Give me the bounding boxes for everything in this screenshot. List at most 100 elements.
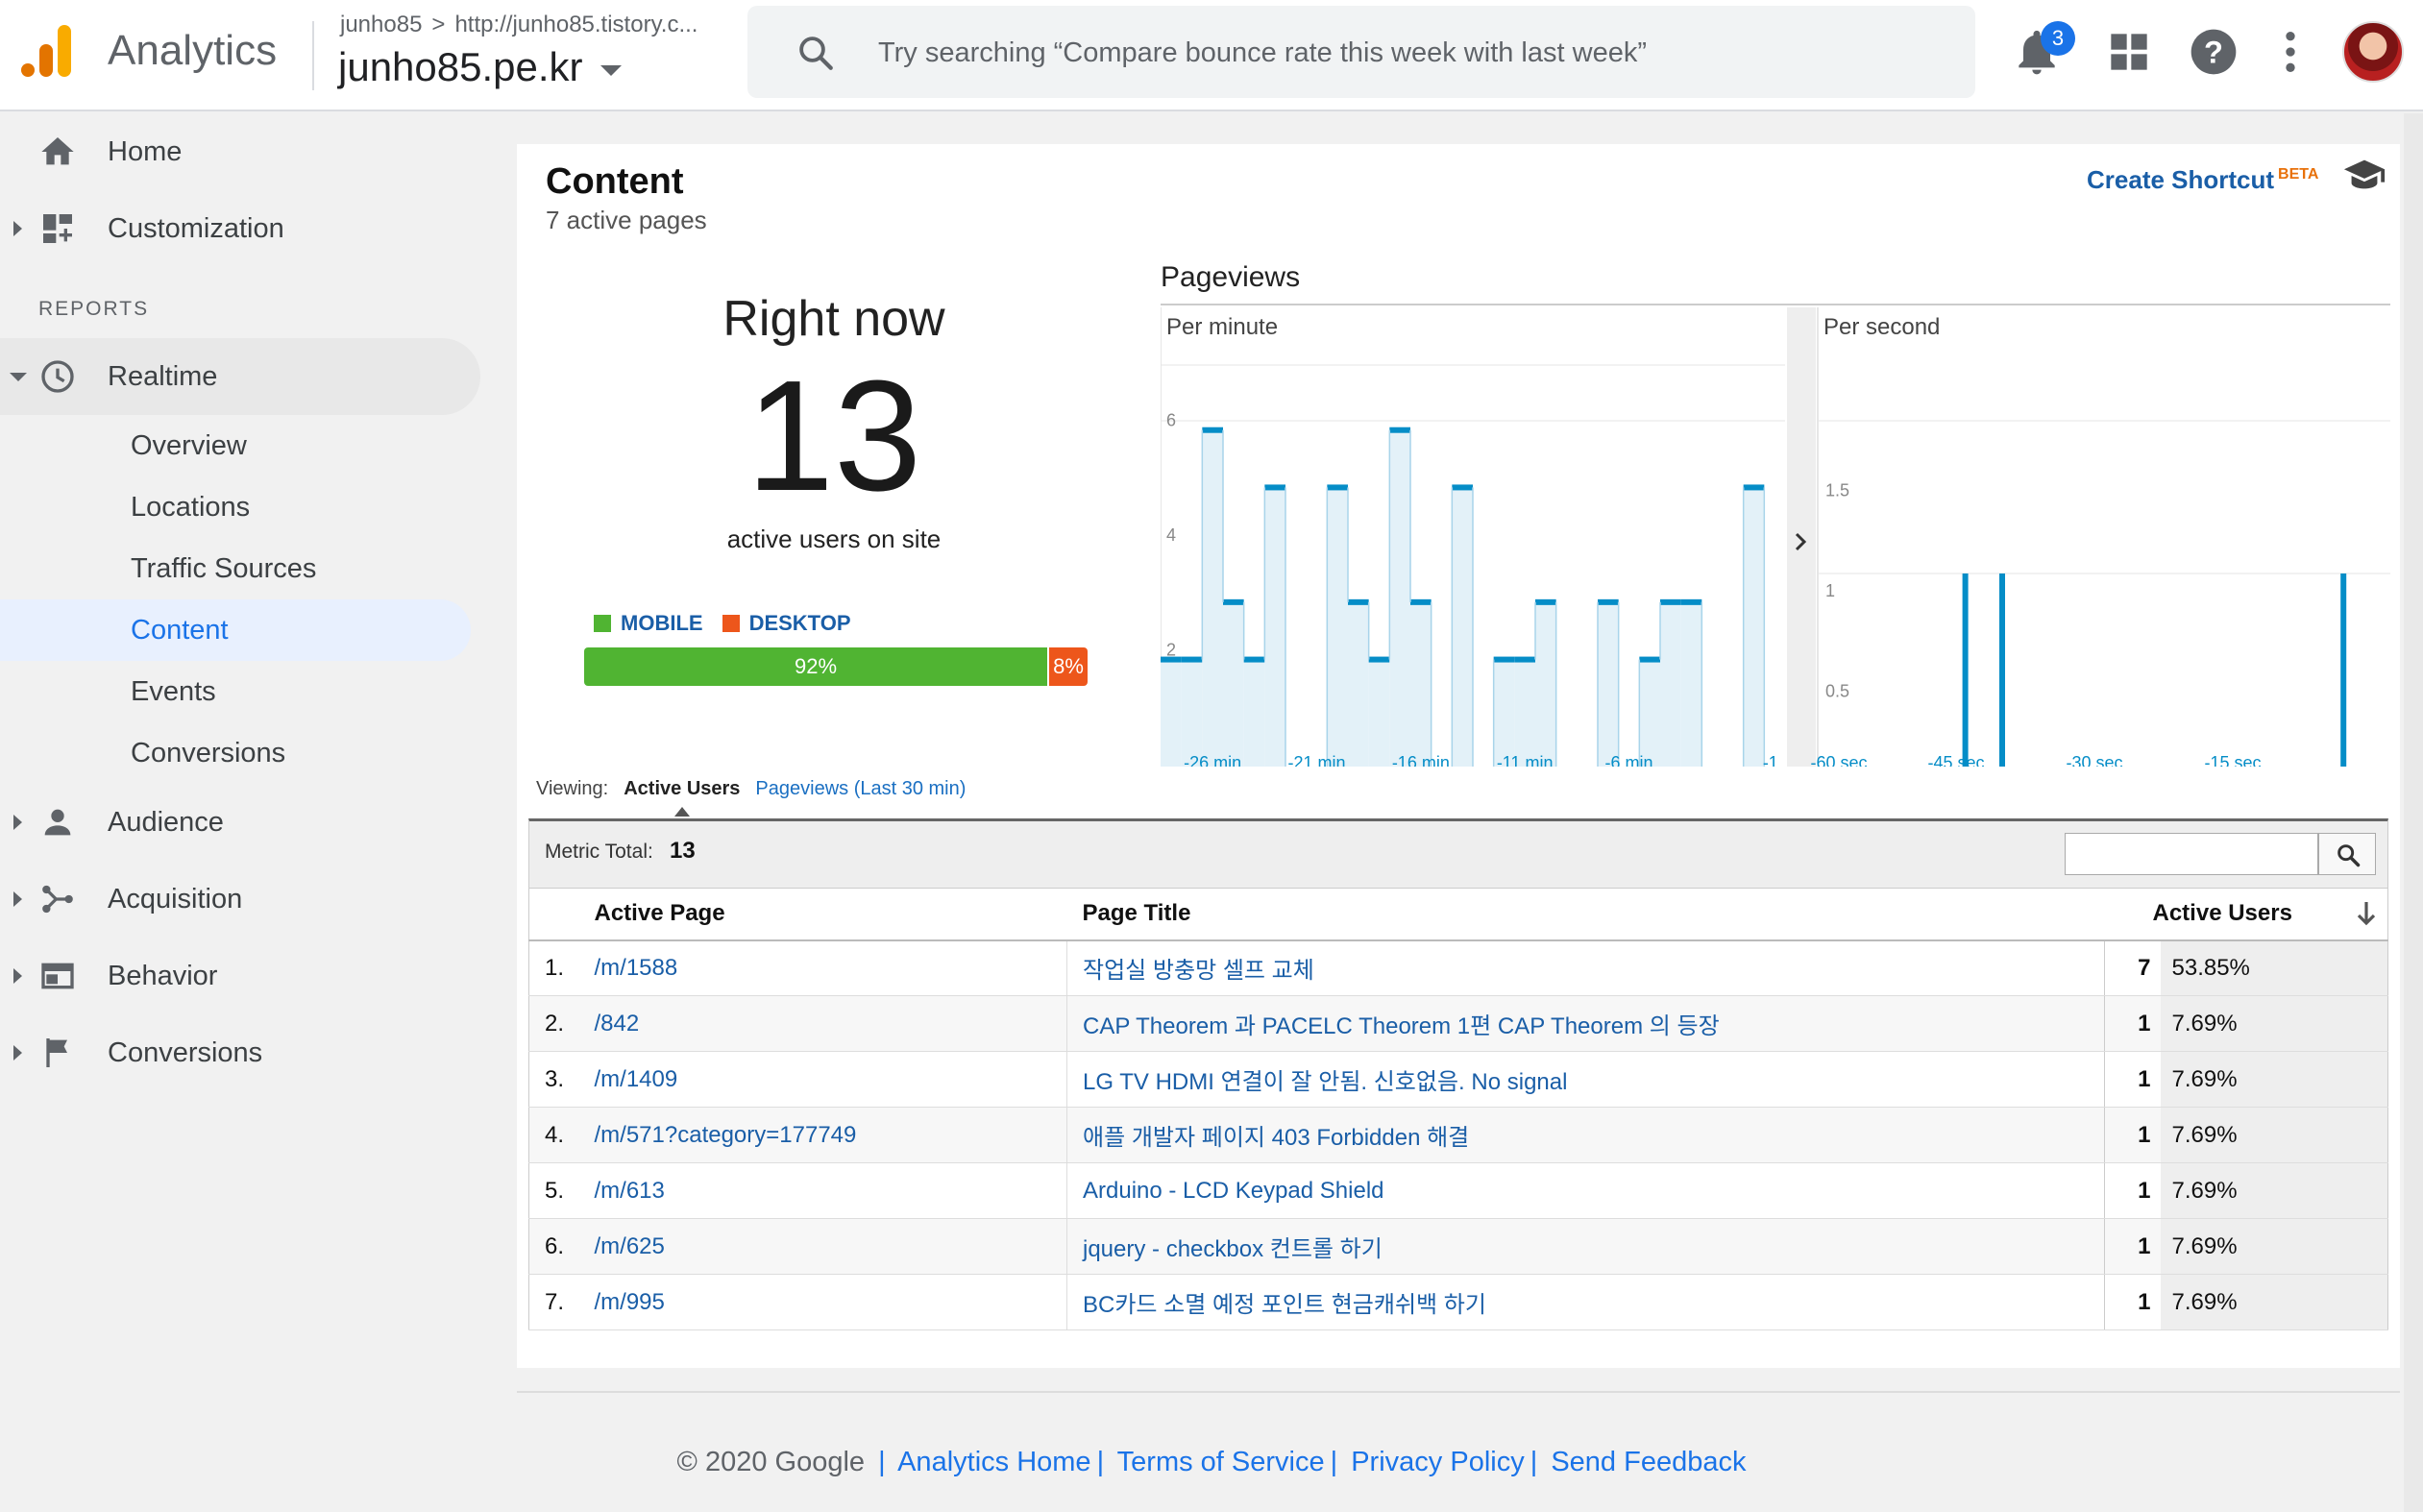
row-index: 1. [528, 939, 577, 996]
per-minute-bar-fill [1493, 659, 1515, 767]
expand-arrow-icon [13, 891, 22, 907]
sidebar-subitem-events[interactable]: Events [0, 661, 471, 722]
row-index: 7. [528, 1274, 577, 1330]
sidebar-subitem-traffic-sources[interactable]: Traffic Sources [0, 538, 471, 599]
create-shortcut-link[interactable]: Create Shortcut BETA [2087, 165, 2318, 195]
desktop-swatch [722, 615, 740, 632]
row-page-title-link[interactable]: 애플 개발자 페이지 403 Forbidden 해결 [1066, 1107, 2105, 1163]
chevron-right-icon [1795, 532, 1807, 551]
pageviews-chart-title: Pageviews [1161, 261, 1301, 293]
row-page-title-link[interactable]: LG TV HDMI 연결이 잘 안됨. 신호없음. No signal [1066, 1051, 2105, 1108]
breadcrumb[interactable]: junho85 > http://junho85.tistory.c... [340, 12, 698, 38]
footer-link-analytics-home[interactable]: Analytics Home [897, 1447, 1091, 1477]
sidebar-subitem-locations[interactable]: Locations [0, 476, 471, 538]
table-filter-input[interactable] [2065, 833, 2318, 875]
expand-arrow-icon [13, 221, 22, 236]
row-page-title-link[interactable]: jquery - checkbox 컨트롤 하기 [1066, 1218, 2105, 1275]
footer-link-terms[interactable]: Terms of Service [1116, 1447, 1325, 1477]
apps-grid-icon[interactable] [2102, 25, 2156, 79]
sidebar-item-behavior[interactable]: Behavior [0, 941, 480, 1011]
row-active-page-link[interactable]: /m/625 [576, 1218, 1067, 1275]
footer-link-send-feedback[interactable]: Send Feedback [1551, 1447, 1747, 1477]
sidebar-subitem-label: Traffic Sources [131, 552, 317, 584]
desktop-share-bar[interactable]: 8% [1047, 647, 1088, 686]
row-active-users: 1 [2104, 1218, 2161, 1275]
reports-section-label: REPORTS [38, 298, 150, 320]
per-minute-label: Per minute [1166, 314, 1278, 340]
sidebar-item-label: Audience [108, 806, 224, 838]
notification-badge[interactable]: 3 [2041, 21, 2075, 56]
metric-total-bar: Metric Total: 13 [528, 818, 2388, 888]
sidebar-item-acquisition[interactable]: Acquisition [0, 865, 480, 934]
table-search-button[interactable] [2318, 833, 2376, 875]
table-row: 5./m/613 Arduino - LCD Keypad Shield 1 7.69… [528, 1162, 2388, 1219]
row-index: 3. [528, 1051, 577, 1108]
row-active-page-link[interactable]: /842 [576, 995, 1067, 1052]
row-page-title-link[interactable]: Arduino - LCD Keypad Shield [1066, 1162, 2105, 1219]
sidebar-item-conversions[interactable]: Conversions [0, 1018, 480, 1087]
row-active-page-link[interactable]: /m/571?category=177749 [576, 1107, 1067, 1163]
view-pageviews-link[interactable]: Pageviews (Last 30 min) [755, 778, 967, 799]
footer-link-privacy[interactable]: Privacy Policy [1351, 1447, 1525, 1477]
active-users-caption: active users on site [726, 524, 942, 553]
sort-descending-icon[interactable] [2355, 900, 2378, 927]
header-active-users[interactable]: Active Users [2104, 888, 2388, 941]
row-users-percent: 7.69% [2160, 995, 2388, 1052]
graduation-cap-icon[interactable] [2342, 156, 2386, 194]
row-active-page-link[interactable]: /m/1409 [576, 1051, 1067, 1108]
page-title: Content [546, 161, 684, 202]
mobile-share-bar[interactable]: 92% [584, 647, 1048, 686]
x-tick-label: -21 min [1287, 753, 1345, 767]
per-minute-bar-cap [1223, 598, 1244, 605]
property-name: junho85.pe.kr [338, 44, 583, 89]
home-icon [41, 137, 74, 165]
sidebar-item-label: Customization [108, 212, 284, 244]
sidebar-item-label: Conversions [108, 1036, 263, 1068]
sidebar-subitem-content[interactable]: Content [0, 599, 471, 661]
sidebar-subitem-overview[interactable]: Overview [0, 415, 471, 476]
row-active-page-link[interactable]: /m/613 [576, 1162, 1067, 1219]
breadcrumb-account: junho85 [340, 12, 423, 37]
y-tick-label: 6 [1166, 411, 1176, 430]
flag-icon [46, 1038, 67, 1067]
x-tick-label: -30 sec [2066, 753, 2122, 767]
row-page-title-link[interactable]: CAP Theorem 과 PACELC Theorem 1편 CAP Theo… [1066, 995, 2105, 1052]
sidebar-item-customization[interactable]: Customization [0, 194, 480, 263]
acquisition-icon [42, 885, 73, 914]
per-minute-bar-cap [1598, 598, 1619, 605]
per-minute-bar-fill [1680, 601, 1702, 767]
more-vert-icon[interactable] [2264, 25, 2317, 79]
property-selector[interactable]: junho85.pe.kr [338, 44, 622, 90]
row-active-users: 1 [2104, 1107, 2161, 1163]
footer: © 2020 Google | Analytics Home | Terms of… [676, 1447, 1747, 1477]
viewing-label: Viewing: [536, 778, 609, 799]
x-tick-label: -60 sec [1810, 753, 1867, 767]
row-active-page-link[interactable]: /m/1588 [576, 939, 1067, 996]
row-page-title-link[interactable]: BC카드 소멸 예정 포인트 현금캐쉬백 하기 [1066, 1274, 2105, 1330]
x-tick-label: -1 [1763, 753, 1778, 767]
expand-arrow-icon [13, 968, 22, 984]
sidebar-item-realtime[interactable]: Realtime [0, 338, 480, 415]
viewing-selector: Viewing: Active Users Pageviews (Last 30… [536, 778, 967, 817]
header-active-page[interactable]: Active Page [576, 888, 1067, 941]
row-page-title-link[interactable]: 작업실 방충망 셀프 교체 [1066, 939, 2105, 996]
user-avatar[interactable] [2342, 21, 2404, 83]
header-page-title[interactable]: Page Title [1066, 888, 2105, 941]
row-active-page-link[interactable]: /m/995 [576, 1274, 1067, 1330]
y-tick-label: 0.5 [1825, 682, 1849, 701]
per-minute-bar-fill [1639, 659, 1660, 767]
sidebar-subitem-conversions[interactable]: Conversions [0, 722, 471, 784]
row-users-percent: 7.69% [2160, 1218, 2388, 1275]
view-active-users-tab[interactable]: Active Users [624, 778, 741, 817]
per-minute-bar-cap [1389, 427, 1410, 433]
sidebar-item-audience[interactable]: Audience [0, 788, 480, 857]
top-bar: Analytics junho85 > http://junho85.tistory… [0, 0, 2423, 111]
per-minute-bar-fill [1743, 487, 1765, 767]
metric-total-value: 13 [670, 838, 696, 864]
analytics-logo-icon[interactable] [19, 23, 75, 79]
search-bar[interactable]: Try searching “Compare bounce rate this … [747, 6, 1975, 98]
help-icon[interactable]: ? [2187, 25, 2240, 79]
page-scrollbar[interactable] [2404, 113, 2423, 1512]
legend-mobile: MOBILE [594, 611, 703, 636]
sidebar-item-home[interactable]: Home [0, 117, 480, 186]
